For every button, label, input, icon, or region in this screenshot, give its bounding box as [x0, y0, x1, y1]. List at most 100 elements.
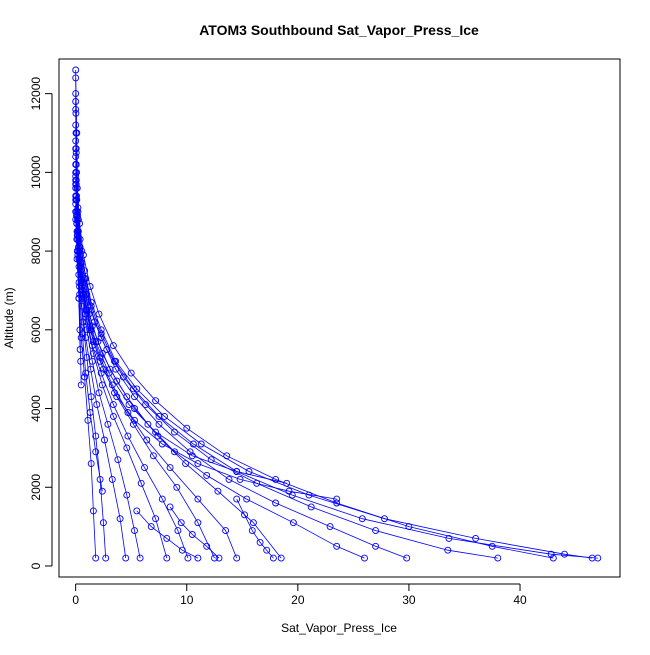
data-point	[183, 424, 191, 432]
data-point	[188, 531, 196, 538]
data-point	[99, 365, 107, 373]
data-point	[74, 251, 82, 259]
data-point	[203, 471, 211, 479]
data-point	[174, 527, 182, 535]
y-tick-label: 4000	[29, 395, 43, 422]
data-point	[95, 389, 103, 397]
data-point	[588, 554, 596, 562]
series-21	[233, 495, 277, 562]
y-tick-label: 6000	[29, 316, 43, 343]
data-point	[76, 290, 84, 298]
data-point	[372, 542, 380, 550]
data-point	[163, 534, 171, 542]
series-line	[169, 506, 220, 559]
data-point	[194, 495, 202, 503]
data-point	[73, 129, 81, 137]
data-point	[89, 338, 97, 346]
data-point	[74, 208, 82, 216]
data-point	[96, 357, 104, 365]
data-point	[131, 527, 138, 535]
data-point	[95, 310, 103, 318]
data-point	[144, 420, 152, 428]
data-point	[547, 550, 555, 558]
data-point	[77, 271, 85, 279]
data-point	[72, 196, 80, 204]
data-point	[194, 519, 202, 527]
data-point	[79, 290, 87, 298]
data-point	[166, 464, 174, 472]
x-tick-label: 20	[291, 593, 305, 607]
data-point	[74, 235, 82, 243]
series-layer	[72, 66, 602, 562]
data-point	[87, 460, 95, 468]
data-point	[272, 499, 280, 507]
data-point	[141, 464, 148, 472]
data-point	[72, 168, 80, 176]
data-point	[203, 542, 211, 550]
data-point	[283, 479, 291, 487]
data-point	[147, 523, 155, 531]
data-point	[104, 420, 112, 428]
y-tick-label: 2000	[29, 474, 43, 501]
data-point	[233, 468, 241, 475]
y-tick-label: 8000	[29, 237, 43, 264]
data-point	[184, 554, 192, 562]
data-point	[109, 342, 117, 350]
data-point	[109, 412, 117, 420]
series-line	[75, 140, 407, 559]
y-tick-label: 12000	[29, 77, 43, 111]
data-point	[72, 66, 80, 74]
data-point	[93, 401, 101, 409]
data-point	[108, 475, 116, 483]
data-point	[173, 483, 181, 491]
y-tick-label: 0	[29, 562, 43, 569]
data-point	[102, 554, 110, 562]
data-point	[222, 527, 230, 535]
data-point	[197, 440, 205, 448]
data-point	[211, 554, 218, 562]
data-point	[249, 519, 257, 527]
series-line	[75, 219, 97, 559]
data-point	[215, 554, 223, 562]
data-point	[75, 255, 83, 263]
data-point	[277, 554, 285, 562]
data-point	[269, 554, 277, 562]
data-point	[241, 511, 248, 519]
data-point	[307, 503, 315, 511]
data-point	[72, 98, 80, 105]
data-point	[131, 405, 138, 412]
data-point	[154, 432, 162, 440]
data-point	[142, 401, 150, 409]
axes-layer: 0 10 20 30 40 0 2000 4000 6000 8000 10000 12000	[29, 77, 527, 607]
data-point	[152, 515, 160, 523]
series-line	[75, 199, 287, 484]
data-point	[116, 515, 124, 523]
data-point	[137, 479, 145, 487]
data-point	[233, 495, 241, 503]
data-point	[472, 534, 480, 542]
data-point	[87, 365, 95, 373]
data-point	[494, 554, 502, 562]
data-point	[114, 456, 122, 464]
data-point	[177, 519, 185, 527]
x-tick-label: 10	[180, 593, 194, 607]
series-19	[72, 196, 291, 487]
data-point	[358, 515, 366, 523]
data-point	[561, 550, 568, 558]
data-point	[236, 475, 244, 483]
data-point	[98, 487, 106, 495]
data-point	[163, 554, 171, 562]
data-point	[72, 216, 80, 224]
data-point	[127, 369, 135, 377]
series-20	[166, 503, 223, 562]
data-point	[233, 554, 241, 562]
data-point	[111, 389, 118, 397]
data-point	[77, 334, 85, 342]
data-point	[223, 452, 231, 460]
data-point	[178, 546, 186, 554]
data-point	[445, 534, 453, 542]
data-point	[83, 306, 91, 314]
data-point	[155, 420, 163, 428]
data-point	[97, 369, 105, 377]
